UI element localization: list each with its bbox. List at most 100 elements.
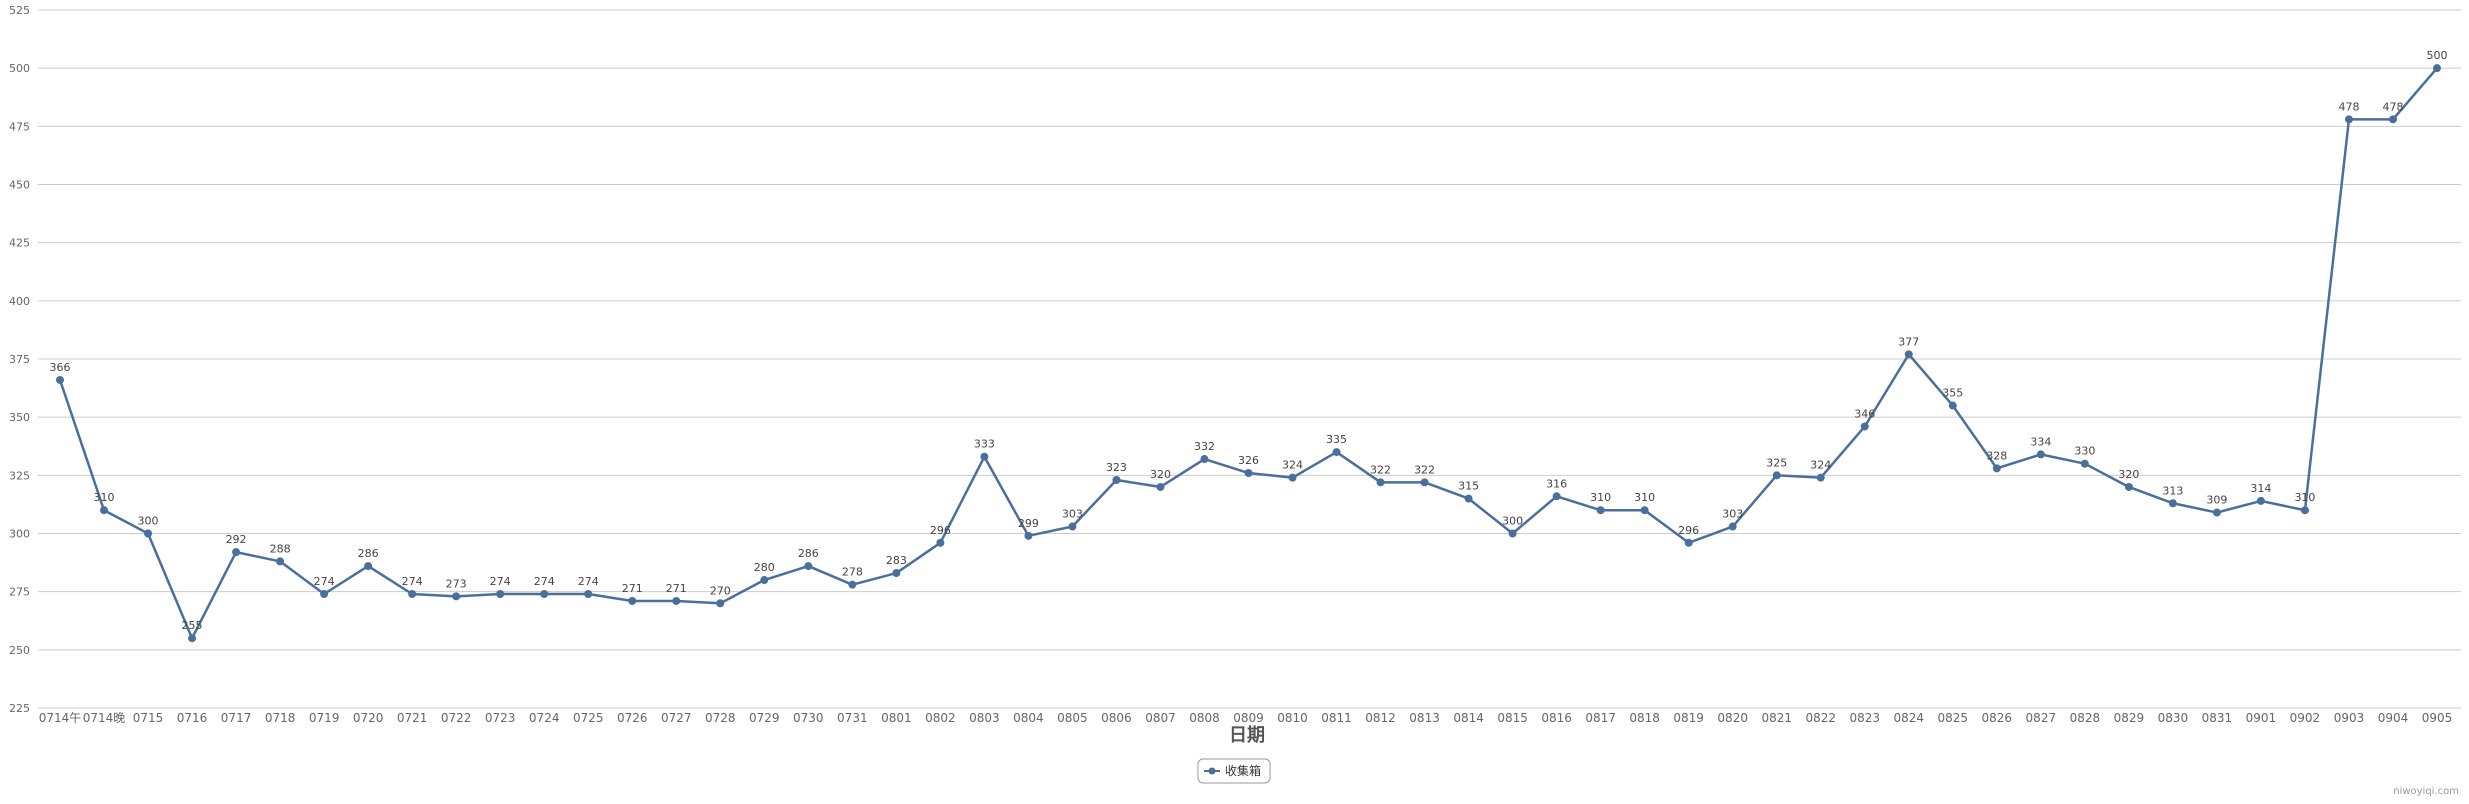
y-tick-label: 525 <box>9 4 30 17</box>
data-point[interactable] <box>1332 448 1341 457</box>
data-point[interactable] <box>760 576 769 585</box>
data-point[interactable] <box>2212 508 2221 517</box>
data-point[interactable] <box>1024 531 1033 540</box>
data-point[interactable] <box>144 529 153 538</box>
data-point[interactable] <box>232 548 241 557</box>
data-point[interactable] <box>628 596 637 605</box>
data-label: 310 <box>94 491 115 504</box>
data-label: 271 <box>622 582 643 595</box>
data-point[interactable] <box>452 592 461 601</box>
data-label: 500 <box>2427 49 2448 62</box>
data-point[interactable] <box>2344 115 2353 124</box>
data-point[interactable] <box>276 557 285 566</box>
data-point[interactable] <box>1640 506 1649 515</box>
x-tick-label: 0829 <box>2114 711 2145 725</box>
data-point[interactable] <box>2080 459 2089 468</box>
x-tick-label: 0818 <box>1629 711 1660 725</box>
data-label: 316 <box>1546 477 1567 490</box>
x-tick-label: 0803 <box>969 711 1000 725</box>
data-point[interactable] <box>1948 401 1957 410</box>
data-label: 310 <box>1590 491 1611 504</box>
data-point[interactable] <box>1904 350 1913 359</box>
x-tick-label: 0825 <box>1938 711 1969 725</box>
x-tick-label: 0715 <box>133 711 164 725</box>
data-point[interactable] <box>2036 450 2045 459</box>
data-point[interactable] <box>1420 478 1429 487</box>
data-label: 326 <box>1238 454 1259 467</box>
data-point[interactable] <box>1596 506 1605 515</box>
data-point[interactable] <box>100 506 109 515</box>
data-point[interactable] <box>1860 422 1869 431</box>
data-point[interactable] <box>364 562 373 571</box>
data-label: 280 <box>754 561 775 574</box>
data-point[interactable] <box>1244 469 1253 478</box>
data-label: 300 <box>1502 515 1523 528</box>
data-point[interactable] <box>1288 473 1297 482</box>
data-label: 328 <box>1986 449 2007 462</box>
legend-series-label: 收集箱 <box>1225 763 1261 778</box>
data-point[interactable] <box>408 589 417 598</box>
data-point[interactable] <box>2124 482 2133 491</box>
x-tick-label: 0824 <box>1894 711 1925 725</box>
x-tick-label: 0727 <box>661 711 692 725</box>
data-point[interactable] <box>804 562 813 571</box>
x-tick-label: 0811 <box>1321 711 1352 725</box>
data-point[interactable] <box>1376 478 1385 487</box>
data-point[interactable] <box>540 589 549 598</box>
data-label: 320 <box>1150 468 1171 481</box>
legend[interactable]: 收集箱 <box>1197 758 1271 784</box>
credit-text[interactable]: niwoyiqi.com <box>2393 786 2459 797</box>
data-label: 309 <box>2206 494 2227 507</box>
data-point[interactable] <box>1772 471 1781 480</box>
data-point[interactable] <box>1112 475 1121 484</box>
data-label: 255 <box>182 619 203 632</box>
data-label: 271 <box>666 582 687 595</box>
x-tick-label: 0801 <box>881 711 912 725</box>
y-axis-ticks: 225 250 275 300 325 350 375 400 425 450 475 500 525 <box>9 4 30 715</box>
data-label: 335 <box>1326 433 1347 446</box>
x-tick-label: 0718 <box>265 711 296 725</box>
data-point[interactable] <box>1816 473 1825 482</box>
data-point[interactable] <box>1068 522 1077 531</box>
data-point[interactable] <box>2168 499 2177 508</box>
data-point[interactable] <box>1684 538 1693 547</box>
data-point[interactable] <box>584 589 593 598</box>
grid-layer <box>38 9 2461 709</box>
data-point[interactable] <box>936 538 945 547</box>
x-tick-label: 0808 <box>1189 711 1220 725</box>
data-point[interactable] <box>1992 464 2001 473</box>
data-point[interactable] <box>188 634 197 643</box>
data-point[interactable] <box>2433 64 2441 73</box>
data-point[interactable] <box>1552 492 1561 501</box>
data-label: 324 <box>1810 459 1831 472</box>
data-label: 333 <box>974 438 995 451</box>
x-tick-label: 0903 <box>2334 711 2365 725</box>
data-label: 314 <box>2250 482 2271 495</box>
data-point[interactable] <box>2300 506 2309 515</box>
x-tick-label: 0722 <box>441 711 472 725</box>
x-tick-label: 0730 <box>793 711 824 725</box>
data-point[interactable] <box>2388 115 2397 124</box>
data-point[interactable] <box>320 589 329 598</box>
data-label: 286 <box>798 547 819 560</box>
data-point[interactable] <box>716 599 725 608</box>
data-point[interactable] <box>1508 529 1517 538</box>
x-tick-label: 0809 <box>1233 711 1264 725</box>
data-label: 377 <box>1898 335 1919 348</box>
data-point[interactable] <box>2256 496 2265 505</box>
data-point[interactable] <box>56 375 64 384</box>
legend-box <box>1197 758 1271 784</box>
data-point[interactable] <box>1464 494 1473 503</box>
data-point[interactable] <box>496 589 505 598</box>
data-point[interactable] <box>892 569 901 578</box>
data-point[interactable] <box>672 596 681 605</box>
x-tick-label: 0904 <box>2378 711 2409 725</box>
data-point[interactable] <box>1156 482 1165 491</box>
data-point[interactable] <box>1200 455 1209 464</box>
data-point[interactable] <box>1728 522 1737 531</box>
x-tick-label: 0729 <box>749 711 780 725</box>
x-axis-ticks: 0714午 0714晚 0715 0716 0717 0718 0719 0720 0721 07… <box>39 711 2453 725</box>
data-point[interactable] <box>980 452 989 461</box>
data-point[interactable] <box>848 580 857 589</box>
x-tick-label: 0819 <box>1673 711 1704 725</box>
